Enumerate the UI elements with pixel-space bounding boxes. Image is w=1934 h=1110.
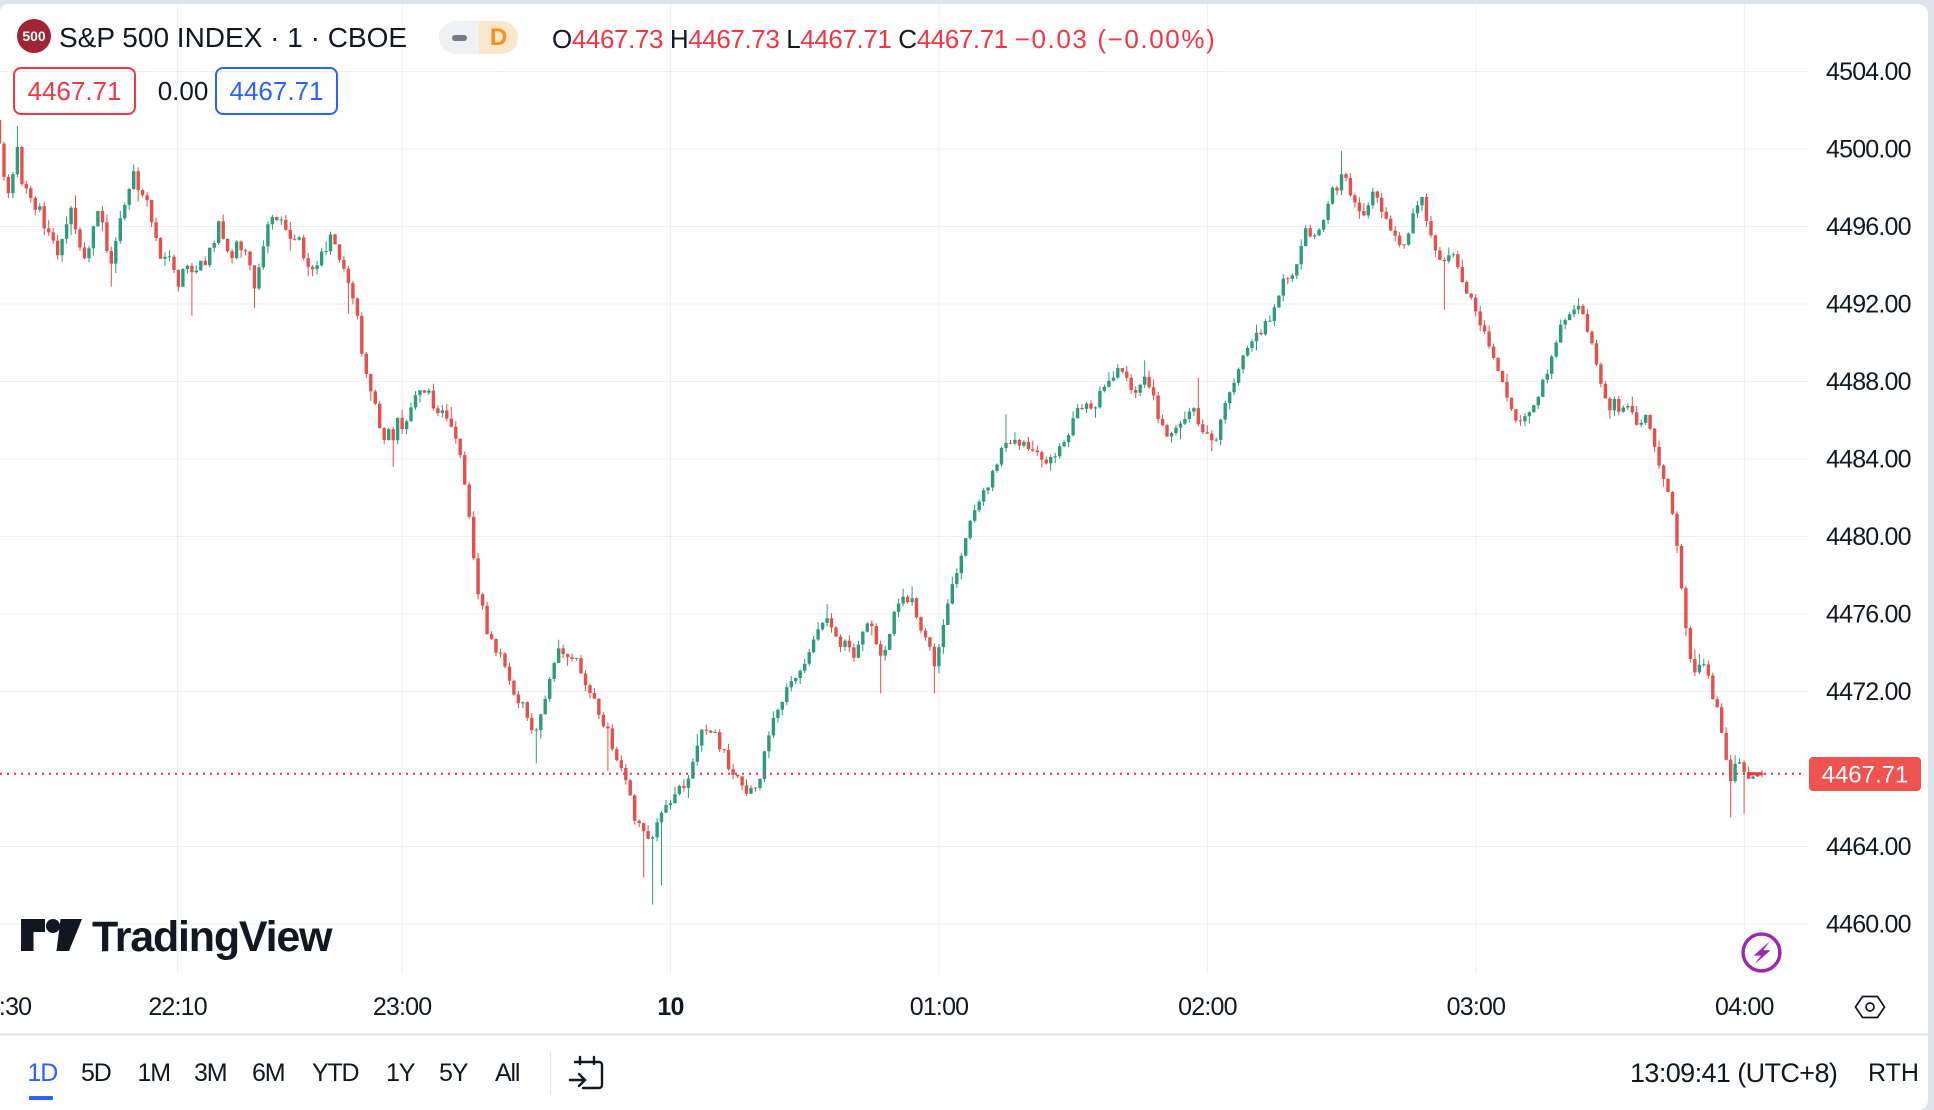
svg-text:4480.00: 4480.00 [1826, 523, 1911, 551]
svg-text:03:00: 03:00 [1447, 993, 1506, 1021]
svg-text:22:10: 22:10 [148, 993, 207, 1021]
svg-text:4476.00: 4476.00 [1826, 601, 1911, 629]
svg-text:21:30: 21:30 [0, 993, 31, 1021]
svg-text:4504.00: 4504.00 [1826, 58, 1911, 86]
svg-text:4488.00: 4488.00 [1826, 368, 1911, 396]
svg-text:23:00: 23:00 [373, 993, 432, 1021]
svg-text:01:00: 01:00 [910, 993, 969, 1021]
svg-text:4484.00: 4484.00 [1826, 446, 1911, 474]
svg-text:04:00: 04:00 [1715, 993, 1774, 1021]
svg-text:4464.00: 4464.00 [1826, 833, 1911, 861]
svg-text:4492.00: 4492.00 [1826, 291, 1911, 319]
svg-text:4496.00: 4496.00 [1826, 213, 1911, 241]
svg-text:4500.00: 4500.00 [1826, 136, 1911, 164]
svg-text:4460.00: 4460.00 [1826, 911, 1911, 939]
svg-text:TradingView: TradingView [92, 913, 333, 961]
svg-text:02:00: 02:00 [1178, 993, 1237, 1021]
svg-text:4467.71: 4467.71 [1822, 762, 1909, 789]
svg-text:10: 10 [657, 993, 683, 1021]
svg-text:4472.00: 4472.00 [1826, 678, 1911, 706]
